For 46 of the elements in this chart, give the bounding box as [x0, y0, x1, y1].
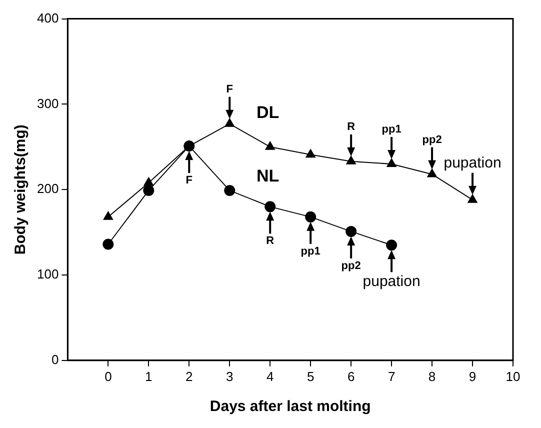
- x-tick-label: 6: [347, 368, 355, 384]
- point: [386, 240, 398, 251]
- point: [102, 238, 114, 250]
- point: [264, 201, 276, 212]
- point: [224, 118, 234, 127]
- point: [346, 226, 357, 237]
- point: [144, 177, 154, 186]
- x-tick-label: 1: [145, 368, 152, 384]
- x-tick-label: 3: [226, 368, 234, 384]
- x-tick-label: 2: [186, 368, 193, 384]
- annotation: pp1: [382, 124, 402, 136]
- annotation: F: [186, 174, 193, 187]
- y-axis-title: Body weights(mg): [12, 124, 30, 255]
- point: [386, 158, 396, 167]
- point: [143, 184, 154, 196]
- annotation: R: [266, 235, 274, 248]
- y-tick-label: 300: [36, 96, 59, 111]
- point: [103, 211, 114, 220]
- point: [305, 211, 316, 222]
- y-tick-label: 400: [36, 10, 59, 26]
- x-tick-label: 4: [266, 368, 274, 384]
- annotation: pupation: [444, 154, 502, 172]
- x-tick-label: 9: [468, 368, 476, 384]
- point: [468, 194, 478, 203]
- point: [306, 149, 316, 158]
- y-tick-label: 0: [51, 352, 59, 367]
- x-axis-title: Days after last molting: [210, 398, 371, 416]
- y-tick-label: 200: [36, 181, 59, 196]
- annotation: R: [347, 120, 356, 133]
- point: [265, 141, 275, 150]
- x-tick-label: 7: [388, 368, 396, 384]
- annotation: F: [226, 83, 234, 96]
- legend-label: DL: [256, 103, 280, 122]
- x-tick-label: 10: [506, 368, 520, 384]
- annotation: pp2: [341, 260, 361, 272]
- annotation: pp1: [300, 245, 320, 258]
- x-tick-label: 5: [306, 368, 314, 384]
- annotation: pupation: [362, 272, 420, 290]
- annotation: pp2: [422, 134, 442, 146]
- series-label: NL: [256, 166, 280, 186]
- y-tick-label: 100: [36, 266, 59, 282]
- x-tick-label: 0: [104, 368, 112, 384]
- x-tick-label: 8: [428, 368, 436, 384]
- point: [427, 168, 437, 178]
- point: [346, 156, 356, 164]
- point: [224, 184, 236, 196]
